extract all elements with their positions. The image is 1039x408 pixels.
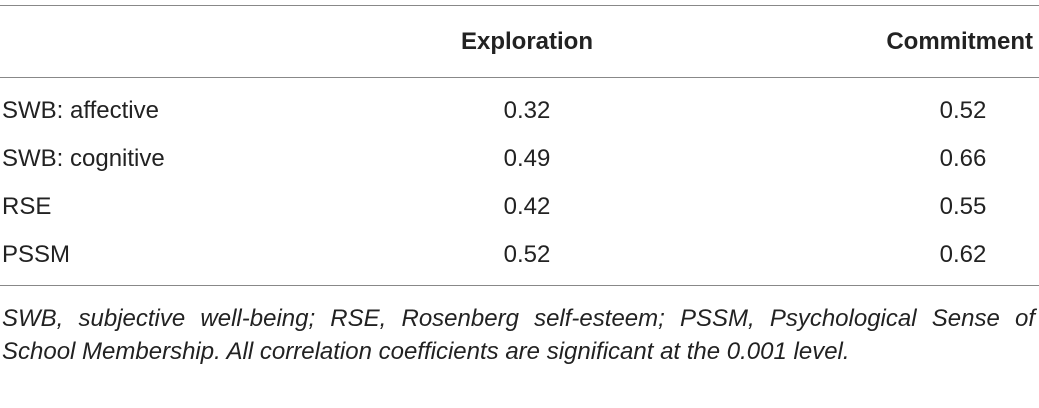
top-rule bbox=[0, 5, 1039, 6]
column-header: Exploration bbox=[460, 27, 593, 55]
header-rule bbox=[0, 77, 1039, 78]
cell: 0.49 bbox=[503, 145, 551, 172]
table: Exploration Commitment SWB: affective 0.3… bbox=[0, 6, 1039, 279]
row-label: SWB: affective bbox=[2, 97, 159, 124]
cell: 0.52 bbox=[503, 241, 551, 268]
table-row: RSE 0.42 0.55 bbox=[0, 183, 1039, 231]
cell: 0.55 bbox=[939, 193, 987, 220]
table-row: PSSM 0.52 0.62 bbox=[0, 231, 1039, 279]
footnote: SWB, subjective well-being; RSE, Rosenbe… bbox=[2, 305, 1035, 365]
cell: 0.66 bbox=[939, 145, 987, 172]
cell: 0.42 bbox=[503, 193, 551, 220]
table-row: SWB: cognitive 0.49 0.66 bbox=[0, 135, 1039, 183]
cell: 0.52 bbox=[939, 97, 987, 124]
header-row: Exploration Commitment bbox=[0, 6, 1039, 77]
cell: 0.32 bbox=[503, 97, 551, 124]
column-header: Commitment bbox=[886, 27, 1033, 55]
row-label: SWB: cognitive bbox=[2, 145, 165, 172]
row-label: RSE bbox=[2, 193, 52, 220]
table-row: SWB: affective 0.32 0.52 bbox=[0, 77, 1039, 135]
cell: 0.62 bbox=[939, 241, 987, 268]
bottom-rule bbox=[0, 285, 1039, 286]
row-label: PSSM bbox=[2, 241, 71, 268]
